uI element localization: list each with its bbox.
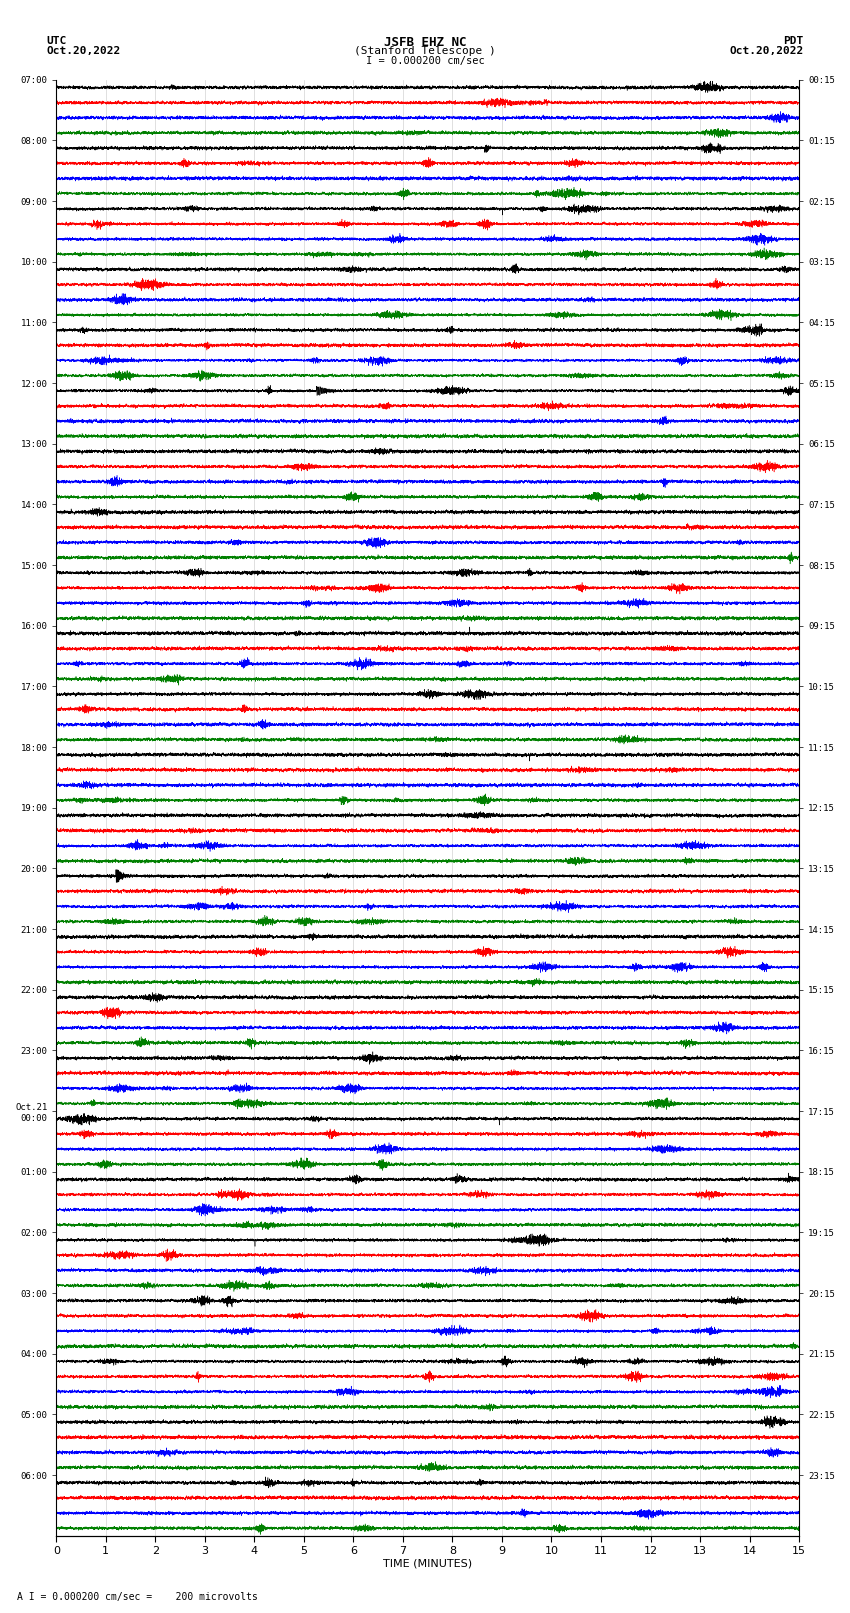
Text: A I = 0.000200 cm/sec =    200 microvolts: A I = 0.000200 cm/sec = 200 microvolts bbox=[17, 1592, 258, 1602]
Text: UTC: UTC bbox=[47, 37, 67, 47]
Text: (Stanford Telescope ): (Stanford Telescope ) bbox=[354, 45, 496, 56]
Text: JSFB EHZ NC: JSFB EHZ NC bbox=[383, 37, 467, 50]
X-axis label: TIME (MINUTES): TIME (MINUTES) bbox=[383, 1560, 473, 1569]
Text: PDT: PDT bbox=[783, 37, 803, 47]
Text: Oct.20,2022: Oct.20,2022 bbox=[47, 45, 121, 56]
Text: I = 0.000200 cm/sec: I = 0.000200 cm/sec bbox=[366, 56, 484, 66]
Text: Oct.20,2022: Oct.20,2022 bbox=[729, 45, 803, 56]
